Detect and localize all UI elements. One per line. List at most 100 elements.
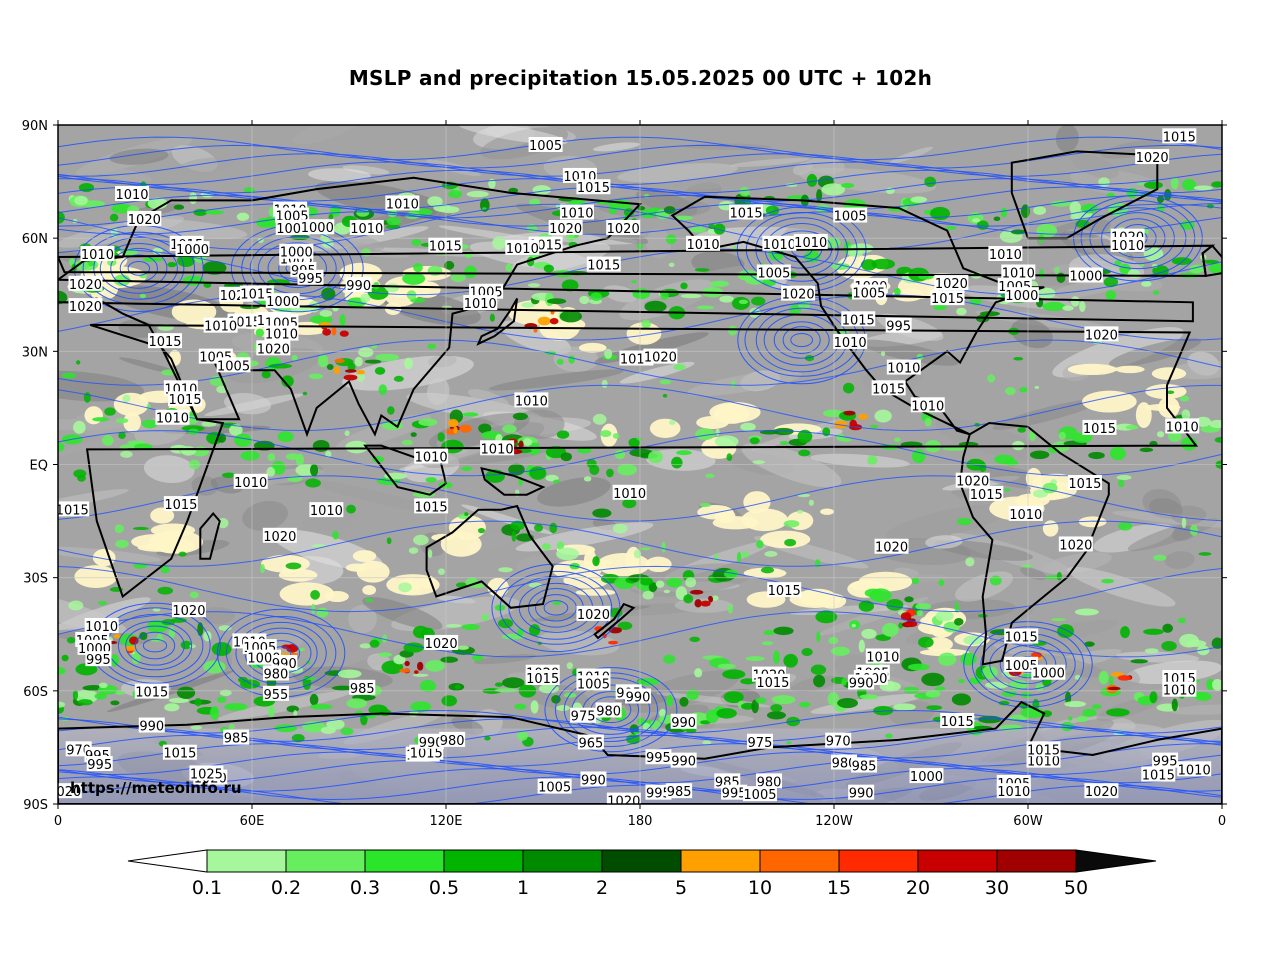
precip-cell — [1032, 489, 1048, 498]
isobar-label: 1010 — [155, 409, 190, 427]
africa-coast — [85, 323, 1199, 599]
isobar-label-bg — [58, 501, 90, 517]
isobar-label-text: 1020 — [48, 785, 81, 800]
isobar-label-bg — [84, 617, 119, 633]
isobar-label-text: 1010 — [506, 242, 539, 257]
precip-cell — [874, 409, 892, 423]
precip-cell — [398, 582, 412, 593]
isobar-label-bg — [262, 665, 289, 681]
heavy-precip-cell — [700, 600, 711, 607]
isobar-label-text: 1010 — [1166, 420, 1199, 435]
precip-cell — [736, 551, 742, 563]
precip-cell — [686, 689, 699, 701]
isobar — [535, 594, 577, 622]
precip-cell — [813, 674, 826, 688]
precip-cell — [255, 328, 265, 338]
precip-cell — [546, 298, 567, 305]
cloud-streak — [992, 398, 1101, 430]
precip-cell — [157, 586, 174, 595]
clear-patch — [919, 648, 970, 657]
heavy-precip-cell — [843, 410, 856, 416]
precip-cell — [98, 682, 108, 689]
precip-cell — [1056, 272, 1066, 284]
chart-title: MSLP and precipitation 15.05.2025 00 UTC… — [348, 66, 933, 90]
isobar-label: 1010 — [793, 233, 828, 251]
isobar-label: 975 — [746, 733, 773, 751]
precip-cell — [1171, 257, 1193, 265]
isobar-label: 1020 — [424, 634, 459, 652]
precip-cell — [375, 353, 400, 361]
isobar-label-text: 1015 — [931, 292, 964, 307]
heavy-precip-cell — [708, 595, 714, 603]
precip-cell — [601, 379, 608, 388]
precip-cell — [308, 373, 324, 380]
lon-tick-label: 180 — [628, 814, 653, 829]
isobar-label-bg — [670, 752, 697, 768]
precip-cell — [1013, 356, 1024, 361]
precip-cell — [83, 392, 91, 403]
cloud-streak — [889, 146, 934, 164]
precip-cell — [695, 428, 716, 440]
precip-cell — [291, 354, 298, 361]
precip-cell — [839, 438, 852, 442]
lat-tick-label: 60N — [22, 232, 48, 247]
isobar-label-bg — [580, 771, 607, 787]
clear-patch — [1144, 403, 1181, 411]
precip-cell — [644, 300, 667, 313]
precip-cell — [871, 258, 896, 270]
precip-cell — [387, 406, 395, 415]
precip-cell — [583, 476, 592, 482]
longitude-axis: 0 60E 120E 180 120W 60W 0 — [54, 120, 1226, 829]
precip-cell — [1060, 721, 1074, 732]
isobar-label: 1005 — [1004, 656, 1039, 674]
lat-tick-label: 90N — [22, 119, 48, 134]
isobar-label-text: 995 — [722, 787, 747, 802]
heavy-precip-cell — [447, 418, 459, 428]
precip-cell — [359, 643, 372, 649]
isobar-label-text: 1020 — [69, 300, 102, 315]
precip-cell — [749, 437, 760, 445]
precip-cell — [665, 234, 677, 245]
precip-cell — [663, 589, 670, 594]
isobar-label-bg — [886, 359, 921, 375]
precip-cell — [311, 603, 316, 615]
isobar-label: 1005 — [742, 786, 777, 803]
precip-cell — [176, 686, 196, 699]
precip-cell — [1206, 678, 1215, 691]
precip-cell — [1114, 260, 1122, 266]
isobar-label: 1020 — [1135, 149, 1170, 166]
precip-cell — [894, 437, 901, 443]
heavy-precip-cell — [608, 640, 619, 645]
precip-cell — [1058, 431, 1066, 440]
isobar-label-bg — [793, 233, 828, 249]
precip-cell — [1211, 181, 1222, 188]
precip-cell — [606, 468, 614, 478]
isobar-label: 1020 — [1058, 536, 1093, 553]
precip-cell — [740, 678, 756, 685]
precip-cell — [412, 491, 436, 498]
precip-cell — [1088, 451, 1105, 460]
isobar-label: 995 — [645, 749, 672, 766]
lat-tick-label: 60S — [23, 685, 48, 700]
credit-text: https://meteoinfo.ru — [70, 779, 242, 797]
isobar-label-text: 1020 — [875, 541, 908, 556]
precip-cell — [880, 351, 886, 357]
isobar-label-bg — [670, 713, 697, 729]
precip-cell — [1143, 628, 1164, 635]
isobar-label-bg — [762, 235, 797, 251]
isobar-label: 990 — [580, 771, 607, 788]
precip-cell — [413, 534, 429, 546]
precip-cell — [762, 278, 777, 287]
precip-cell — [510, 520, 526, 531]
isobar-label-bg — [256, 340, 291, 356]
cloud-streak — [729, 158, 810, 167]
isobar-label-text: 1020 — [782, 288, 815, 303]
precip-cell — [393, 375, 404, 382]
isobar-label-bg — [714, 773, 741, 789]
isobar-label-bg — [576, 675, 611, 691]
antarctica-coast — [58, 700, 1222, 804]
isobar-label-text: 1010 — [989, 248, 1022, 263]
isobar-label-text: 1020 — [425, 637, 458, 652]
isobar-label-bg — [469, 283, 504, 299]
cloud-streak — [859, 339, 959, 366]
